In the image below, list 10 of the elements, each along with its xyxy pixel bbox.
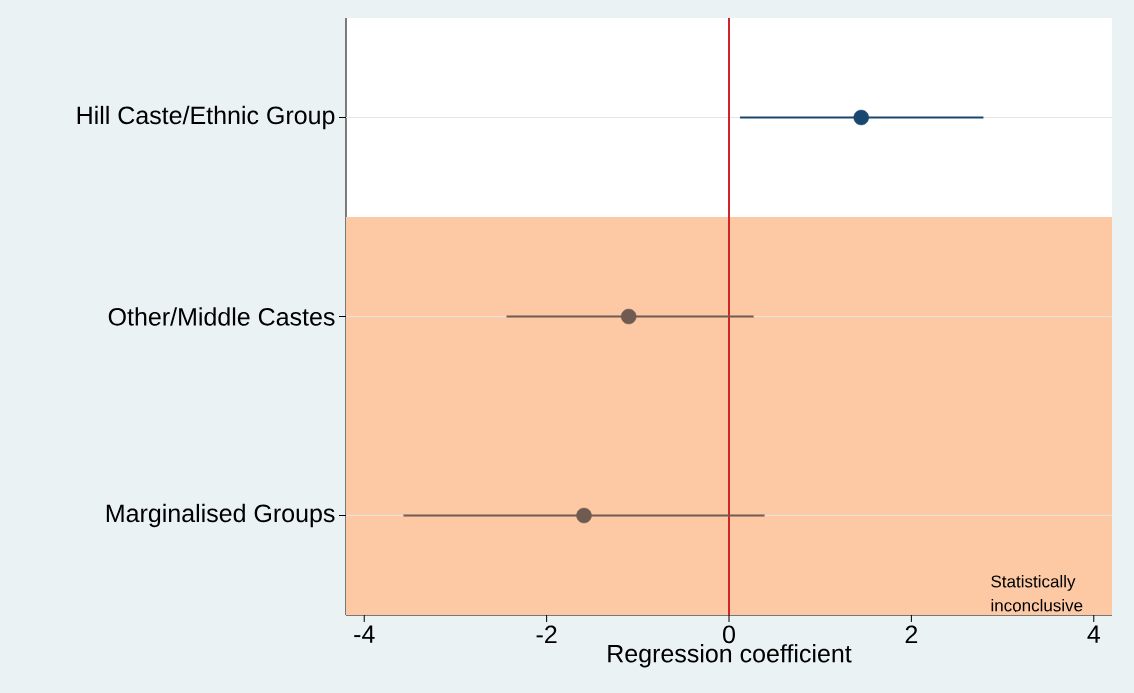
x-tick-label: -2 <box>536 625 557 643</box>
band-label: Statistically inconclusive <box>991 575 1083 612</box>
x-axis-title: Regression coefficient <box>608 644 852 668</box>
x-tick-label: -4 <box>354 625 375 643</box>
y-tick-label: Other/Middle Castes <box>108 307 335 326</box>
y-tick-label: Hill Caste/Ethnic Group <box>77 105 335 130</box>
x-tick-label: 4 <box>1087 625 1100 643</box>
x-tick-label: 2 <box>905 625 918 643</box>
x-tick-label: 0 <box>723 625 735 644</box>
y-tick-label: Marginalised Groups <box>106 503 335 528</box>
